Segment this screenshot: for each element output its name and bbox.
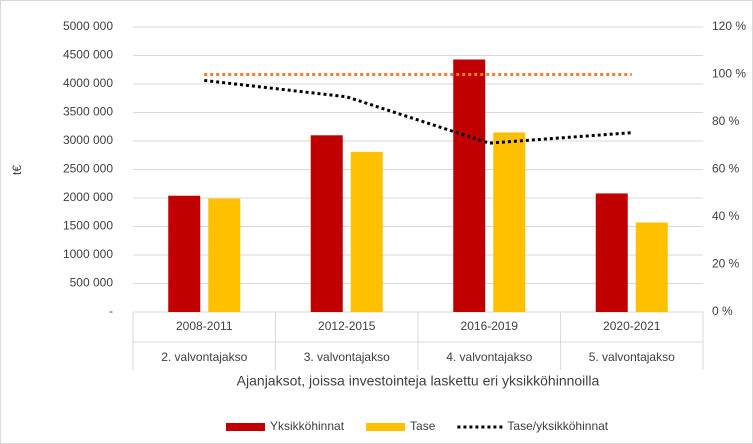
legend-swatch (366, 423, 406, 431)
y-tick-label: 3500 000 (63, 105, 113, 119)
x-tick-label: 2008-2011 (176, 319, 233, 333)
legend-swatch (226, 423, 265, 431)
x-group-label: 2. valvontajakso (161, 350, 247, 364)
legend-label: Tase/yksikköhinnat (507, 419, 608, 433)
y2-tick-label: 60 % (712, 162, 740, 176)
y2-tick-label: 100 % (712, 67, 746, 81)
bar (493, 132, 526, 312)
y2-tick-label: 20 % (712, 257, 740, 271)
bar (635, 222, 668, 312)
x-tick-label: 2016-2019 (461, 319, 519, 333)
y2-tick-label: 120 % (712, 19, 746, 33)
x-group-label: 3. valvontajakso (304, 350, 390, 364)
x-tick-label: 2020-2021 (603, 319, 661, 333)
bar (350, 151, 383, 312)
y-tick-label: 4000 000 (63, 76, 113, 90)
y-tick-label: 4500 000 (63, 48, 113, 62)
y2-tick-label: 80 % (712, 114, 740, 128)
y2-tick-label: 40 % (712, 209, 740, 223)
y-tick-label: - (109, 304, 113, 318)
y-axis-title: t€ (10, 165, 24, 175)
bar (208, 198, 241, 312)
bar (310, 135, 343, 312)
legend-label: Yksikköhinnat (270, 419, 345, 433)
line (204, 78, 632, 145)
x-tick-label: 2012-2015 (318, 319, 376, 333)
y-tick-label: 1000 000 (63, 247, 113, 261)
y-tick-label: 2500 000 (63, 162, 113, 176)
x-group-label: 4. valvontajakso (446, 350, 532, 364)
y-tick-label: 2000 000 (63, 190, 113, 204)
legend-label: Tase (410, 419, 436, 433)
y-tick-label: 500 000 (70, 276, 114, 290)
y2-tick-label: 0 % (712, 304, 733, 318)
x-axis-title: Ajanjaksot, joissa investointeja laskett… (237, 373, 600, 389)
bar (168, 195, 201, 312)
bar (595, 193, 628, 312)
x-group-label: 5. valvontajakso (589, 350, 675, 364)
bar (453, 59, 486, 312)
y-tick-label: 1500 000 (63, 219, 113, 233)
y-tick-label: 3000 000 (63, 133, 113, 147)
y-tick-label: 5000 000 (63, 19, 113, 33)
